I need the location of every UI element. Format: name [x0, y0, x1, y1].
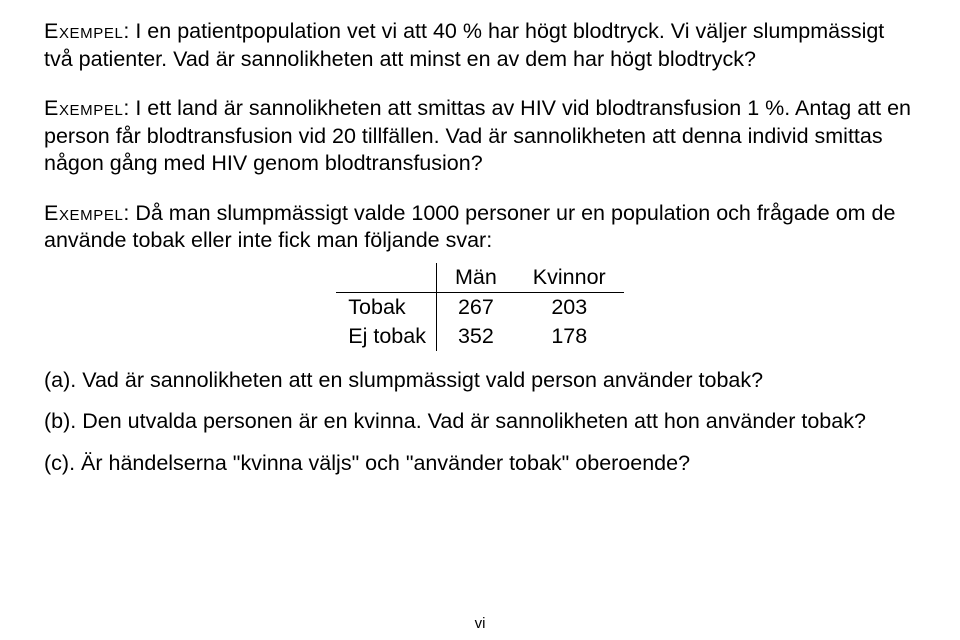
question-c: (c). Är händelserna "kvinna väljs" och "…	[44, 450, 916, 478]
table-col-header: Män	[436, 263, 514, 293]
table-col-header: Kvinnor	[515, 263, 624, 293]
example-paragraph-3: Exempel: Då man slumpmässigt valde 1000 …	[44, 200, 916, 255]
question-b: (b). Den utvalda personen är en kvinna. …	[44, 408, 916, 436]
table-cell: 267	[436, 292, 514, 322]
table-row-label: Ej tobak	[336, 322, 436, 351]
example-label: Exempel	[44, 19, 123, 43]
table-cell: 203	[515, 292, 624, 322]
example-label: Exempel	[44, 201, 123, 225]
table-row: Tobak 267 203	[336, 292, 623, 322]
table-row: Ej tobak 352 178	[336, 322, 623, 351]
table-cell: 178	[515, 322, 624, 351]
example-label: Exempel	[44, 96, 123, 120]
table-header-row: Män Kvinnor	[336, 263, 623, 293]
document-page: Exempel: I en patientpopulation vet vi a…	[0, 0, 960, 477]
example-paragraph-1: Exempel: I en patientpopulation vet vi a…	[44, 18, 916, 73]
data-table: Män Kvinnor Tobak 267 203 Ej tobak 352 1…	[336, 263, 623, 351]
para1-text: : I en patientpopulation vet vi att 40 %…	[44, 19, 884, 71]
para3-text: : Då man slumpmässigt valde 1000 persone…	[44, 201, 895, 253]
para2-text: : I ett land är sannolikheten att smitta…	[44, 96, 911, 175]
table-row-label: Tobak	[336, 292, 436, 322]
table-cell: 352	[436, 322, 514, 351]
example-paragraph-2: Exempel: I ett land är sannolikheten att…	[44, 95, 916, 178]
data-table-wrap: Män Kvinnor Tobak 267 203 Ej tobak 352 1…	[44, 263, 916, 351]
question-list: (a). Vad är sannolikheten att en slumpmä…	[44, 367, 916, 478]
page-number: vi	[0, 615, 960, 632]
question-a: (a). Vad är sannolikheten att en slumpmä…	[44, 367, 916, 395]
table-corner-cell	[336, 263, 436, 293]
